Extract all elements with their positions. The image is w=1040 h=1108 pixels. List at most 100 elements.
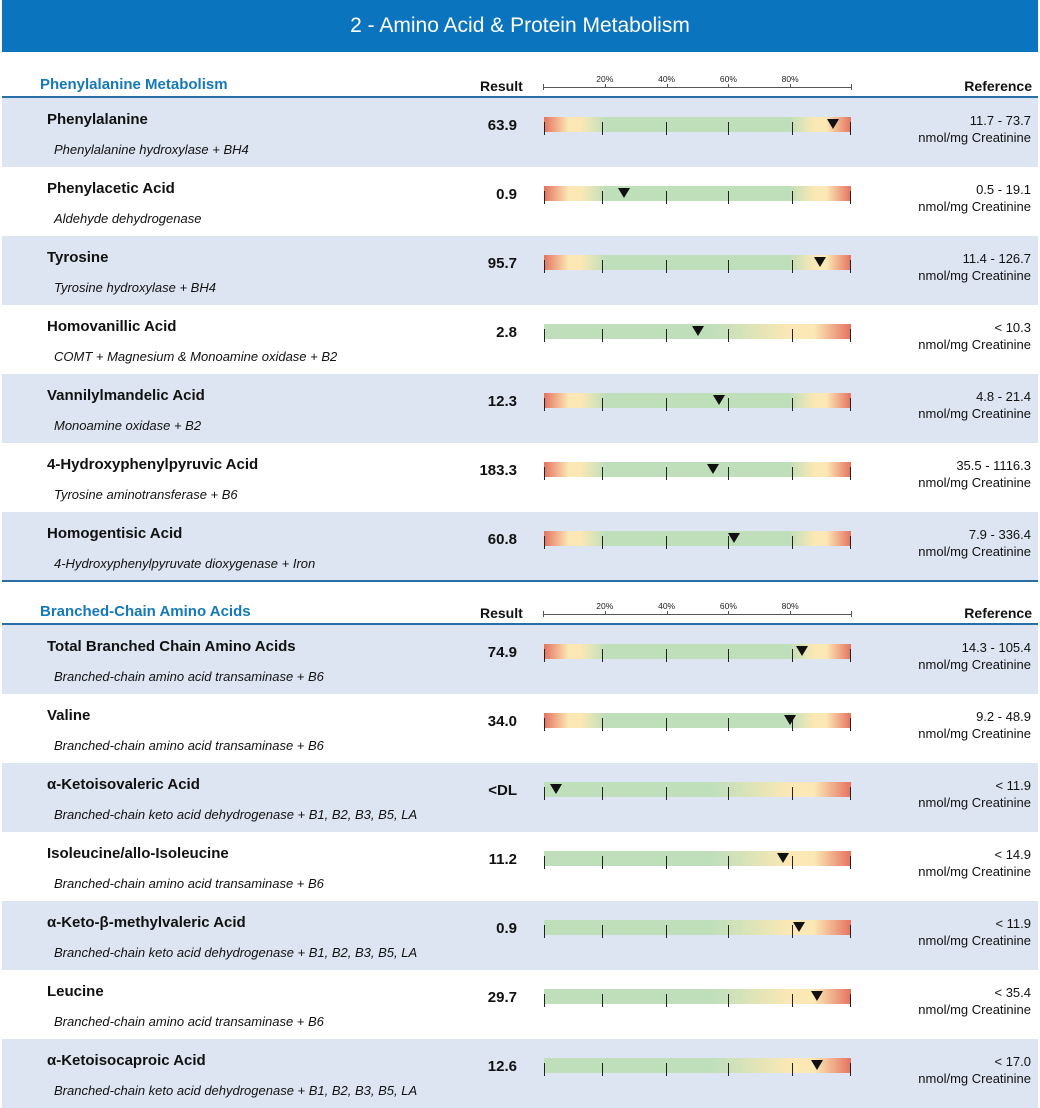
result-value: 74.9 xyxy=(487,644,517,661)
analyte-name: α-Ketoisovaleric Acid xyxy=(47,776,200,793)
result-range-bar xyxy=(544,851,851,869)
range-bar-tick xyxy=(602,398,603,411)
range-bar-tick xyxy=(850,994,851,1007)
reference-range-unit: nmol/mg Creatinine xyxy=(918,199,1031,214)
range-bar-tick xyxy=(544,1063,545,1076)
enzyme-cofactor-note: Phenylalanine hydroxylase + BH4 xyxy=(54,142,249,157)
enzyme-cofactor-note: Tyrosine hydroxylase + BH4 xyxy=(54,280,216,295)
analyte-name: Homogentisic Acid xyxy=(47,525,183,542)
enzyme-cofactor-note: 4-Hydroxyphenylpyruvate dioxygenase + Ir… xyxy=(54,556,316,571)
result-range-bar xyxy=(544,117,851,135)
range-bar-tick xyxy=(728,787,729,800)
reference-range-values: < 14.9 xyxy=(994,847,1031,862)
analyte-name: Vannilylmandelic Acid xyxy=(47,387,205,404)
range-bar-tick xyxy=(728,191,729,204)
range-bar-tick xyxy=(728,718,729,731)
range-bar-tick xyxy=(666,191,667,204)
result-value: 34.0 xyxy=(487,713,517,730)
range-bar-tick xyxy=(792,191,793,204)
scale-percent-label: 20% xyxy=(596,74,614,84)
scale-percent-label: 80% xyxy=(781,601,799,611)
range-bar-tick xyxy=(792,994,793,1007)
range-gradient xyxy=(544,186,851,201)
enzyme-cofactor-note: Tyrosine aminotransferase + B6 xyxy=(54,487,238,502)
reference-range: < 11.9 nmol/mg Creatinine xyxy=(918,915,1031,949)
range-bar-tick xyxy=(602,122,603,135)
range-bar-tick xyxy=(666,329,667,342)
result-marker-triangle xyxy=(826,119,839,129)
result-marker-triangle xyxy=(691,326,704,336)
range-bar-tick xyxy=(544,122,545,135)
percentile-scale: 20% 40% 60% 80% xyxy=(543,74,852,90)
reference-range-values: 9.2 - 48.9 xyxy=(976,709,1031,724)
analyte-name: Isoleucine/allo-Isoleucine xyxy=(47,845,229,862)
scale-percent-tick xyxy=(790,84,792,88)
reference-range-values: < 11.9 xyxy=(995,778,1031,793)
range-bar-tick xyxy=(792,260,793,273)
range-gradient xyxy=(544,644,851,659)
enzyme-cofactor-note: Branched-chain amino acid transaminase +… xyxy=(54,738,324,753)
range-bar-tick xyxy=(602,1063,603,1076)
result-value: 60.8 xyxy=(487,531,517,548)
result-value: 63.9 xyxy=(487,117,517,134)
result-marker-triangle xyxy=(777,853,790,863)
scale-end-tick xyxy=(543,84,544,90)
reference-range: 11.4 - 126.7 nmol/mg Creatinine xyxy=(918,250,1031,284)
result-marker-triangle xyxy=(728,533,741,543)
result-range-bar xyxy=(544,255,851,273)
range-bar-tick xyxy=(666,122,667,135)
result-range-bar xyxy=(544,324,851,342)
range-bar-tick xyxy=(792,536,793,549)
range-bar-tick xyxy=(544,191,545,204)
result-range-bar xyxy=(544,462,851,480)
range-bar-tick xyxy=(602,994,603,1007)
page-title-banner: 2 - Amino Acid & Protein Metabolism xyxy=(2,0,1038,52)
result-value: 11.2 xyxy=(488,851,517,868)
range-bar-tick xyxy=(728,260,729,273)
range-bar-tick xyxy=(602,191,603,204)
scale-percent-label: 40% xyxy=(658,74,676,84)
range-bar-tick xyxy=(602,260,603,273)
analyte-row: Total Branched Chain Amino Acids Branched… xyxy=(2,625,1038,694)
range-bar-tick xyxy=(544,787,545,800)
range-bar-tick xyxy=(728,122,729,135)
range-bar-tick xyxy=(544,856,545,869)
range-bar-tick xyxy=(544,260,545,273)
analyte-name: α-Ketoisocaproic Acid xyxy=(47,1052,206,1069)
reference-range-unit: nmol/mg Creatinine xyxy=(918,337,1031,352)
analyte-row: Vannilylmandelic Acid Monoamine oxidase +… xyxy=(2,374,1038,443)
enzyme-cofactor-note: COMT + Magnesium & Monoamine oxidase + B… xyxy=(54,349,338,364)
reference-range-values: 11.7 - 73.7 xyxy=(969,113,1031,128)
range-bar-tick xyxy=(850,329,851,342)
range-bar-tick xyxy=(792,122,793,135)
enzyme-cofactor-note: Branched-chain keto acid dehydrogenase +… xyxy=(54,807,418,822)
result-marker-triangle xyxy=(814,257,827,267)
range-bar-tick xyxy=(792,649,793,662)
result-marker-triangle xyxy=(792,922,805,932)
range-bar-tick xyxy=(602,467,603,480)
result-value: 29.7 xyxy=(487,989,517,1006)
enzyme-cofactor-note: Branched-chain amino acid transaminase +… xyxy=(54,876,324,891)
reference-range-unit: nmol/mg Creatinine xyxy=(918,726,1031,741)
reference-range-unit: nmol/mg Creatinine xyxy=(918,268,1031,283)
result-range-bar xyxy=(544,531,851,549)
range-bar-tick xyxy=(850,718,851,731)
reference-range: < 10.3 nmol/mg Creatinine xyxy=(918,319,1031,353)
result-value: 0.9 xyxy=(496,920,517,937)
range-bar-tick xyxy=(666,994,667,1007)
scale-percent-label: 60% xyxy=(719,74,737,84)
analyte-name: Phenylacetic Acid xyxy=(47,180,175,197)
range-bar-tick xyxy=(792,1063,793,1076)
result-marker-triangle xyxy=(795,646,808,656)
range-bar-tick xyxy=(666,856,667,869)
scale-percent-label: 80% xyxy=(781,74,799,84)
reference-range: 9.2 - 48.9 nmol/mg Creatinine xyxy=(918,708,1031,742)
scale-end-tick xyxy=(851,84,852,90)
result-range-bar xyxy=(544,644,851,662)
analyte-row: Valine Branched-chain amino acid transami… xyxy=(2,694,1038,763)
analyte-name: Phenylalanine xyxy=(47,111,148,128)
scale-percent-label: 20% xyxy=(596,601,614,611)
reference-range-unit: nmol/mg Creatinine xyxy=(918,1002,1031,1017)
range-bar-tick xyxy=(850,191,851,204)
result-range-bar xyxy=(544,713,851,731)
